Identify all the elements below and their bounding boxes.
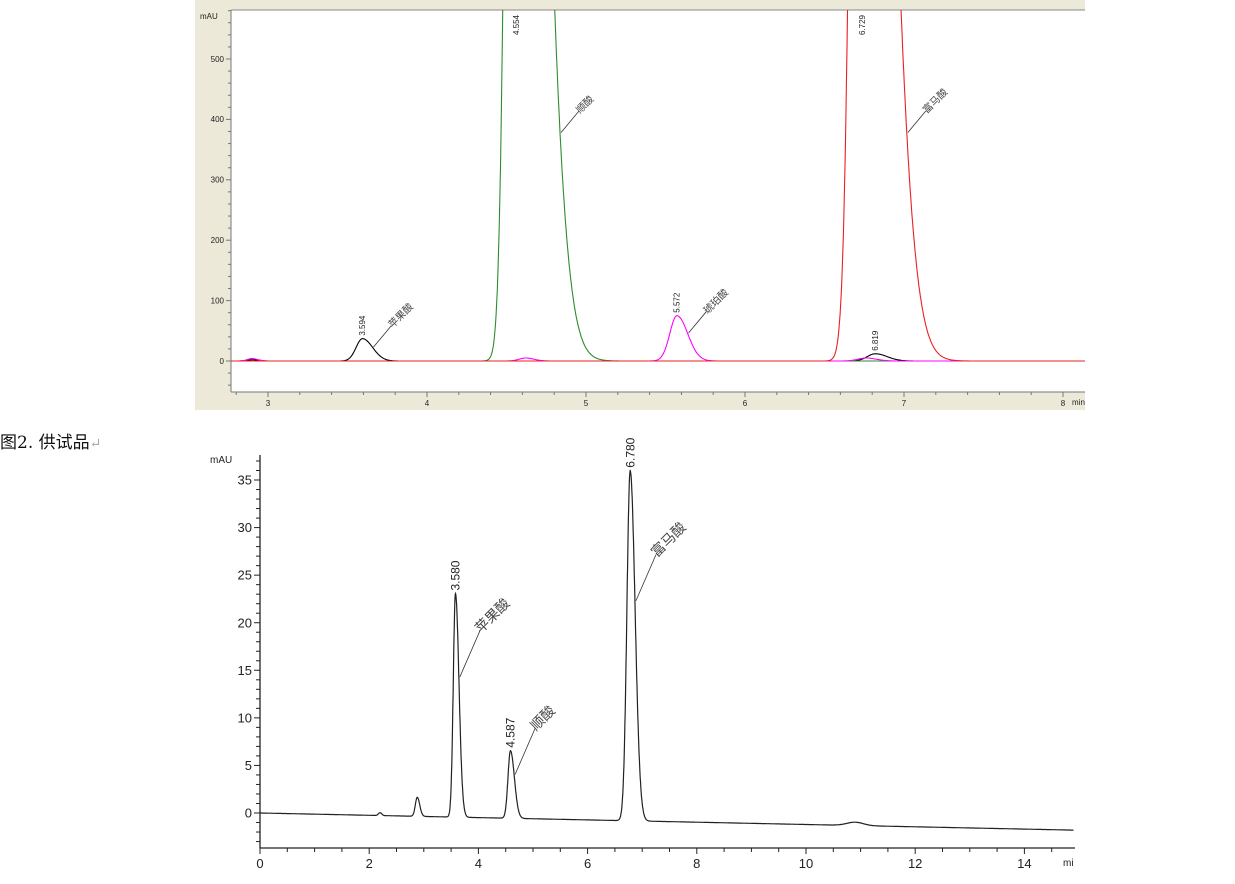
x-tick-label: 3 [266,399,271,408]
y-tick-label: 15 [238,663,252,678]
retention-time-label: 6.729 [858,14,867,35]
y-tick-label: 20 [238,615,252,630]
compound-label: 顺酸 [528,703,559,734]
compound-label: 富马酸 [648,519,690,561]
peak-leader-line [635,554,657,601]
x-tick-label: 4 [475,856,482,871]
y-tick-label: 5 [245,758,252,773]
x-tick-label: 6 [743,399,748,408]
y-tick-label: 500 [211,55,225,64]
retention-time-label: 6.780 [623,437,637,467]
y-tick-label: 25 [238,568,252,583]
x-tick-label: 8 [693,856,700,871]
x-axis-label: min [1072,398,1085,407]
x-tick-label: 12 [908,856,922,871]
paragraph-mark-icon: ↵ [89,436,102,452]
caption-text: 图2. 供试品 [0,433,90,453]
plot-area [231,10,1085,392]
y-tick-label: 300 [211,176,225,185]
x-tick-label: 8 [1061,399,1066,408]
y-tick-label: 400 [211,115,225,124]
peak-leader-line [459,630,481,678]
y-tick-label: 10 [238,710,252,725]
series-trace-0 [260,469,1074,831]
retention-time-label: 3.580 [449,560,463,590]
y-tick-label: 200 [211,236,225,245]
x-tick-label: 6 [584,856,591,871]
y-tick-label: 35 [238,473,252,488]
y-tick-label: 0 [220,357,225,366]
retention-time-label: 6.819 [871,330,880,351]
series-trace-3 [231,10,1085,362]
retention-time-label: 5.572 [673,292,682,313]
retention-time-label: 3.594 [358,315,367,336]
peak-leader-line [560,110,580,133]
peak-leader-line [688,311,707,334]
x-tick-label: 4 [425,399,430,408]
x-tick-label: 5 [584,399,589,408]
peak-leader-line [907,110,927,133]
peak-leader-line [514,728,536,775]
x-tick-label: 7 [902,399,907,408]
y-axis-label: mAU [200,12,218,21]
y-tick-label: 0 [245,806,252,821]
retention-time-label: 4.587 [504,717,518,747]
x-tick-label: 14 [1017,856,1031,871]
y-axis-label: mAU [210,455,232,466]
y-tick-label: 30 [238,520,252,535]
x-tick-label: 2 [366,856,373,871]
x-tick-label: 0 [256,856,263,871]
x-tick-label: 10 [799,856,813,871]
peak-leader-line [373,325,392,348]
compound-label: 苹果酸 [472,596,513,637]
retention-time-label: 4.554 [512,14,521,35]
x-axis-label: mi [1063,858,1074,869]
y-tick-label: 100 [211,296,225,305]
figure-caption: 图2. 供试品↵ [0,428,101,453]
